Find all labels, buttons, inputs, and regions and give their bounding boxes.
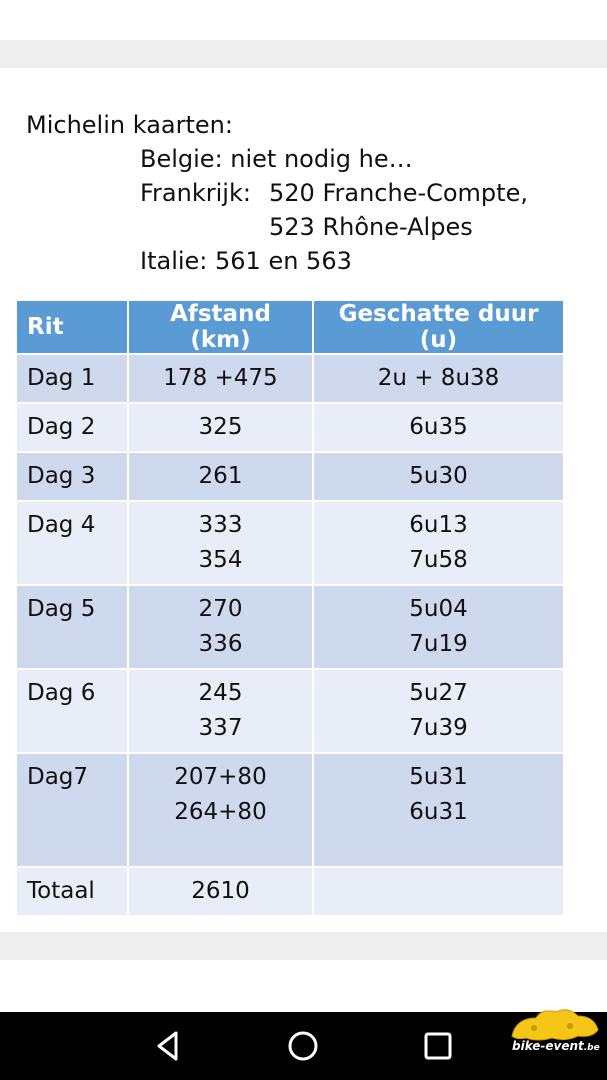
cell-afstand: 207+80 264+80 xyxy=(129,754,314,868)
cell-duur: 5u27 7u39 xyxy=(314,670,563,754)
afstand-line: 270 xyxy=(198,596,243,622)
watermark-suffix: .be xyxy=(583,1043,600,1053)
cell-afstand: 178 +475 xyxy=(129,355,314,404)
table-row: Dag 6 245 337 5u27 7u39 xyxy=(17,670,563,754)
cell-rit: Dag 4 xyxy=(17,502,129,586)
cell-duur: 6u35 xyxy=(314,404,563,453)
cell-rit: Dag7 xyxy=(17,754,129,868)
cell-rit: Dag 5 xyxy=(17,586,129,670)
table-row: Dag 5 270 336 5u04 7u19 xyxy=(17,586,563,670)
bike-event-logo xyxy=(508,1006,603,1056)
cell-afstand: 270 336 xyxy=(129,586,314,670)
duur-line: 7u39 xyxy=(409,715,468,741)
table-row: Dag 1 178 +475 2u + 8u38 xyxy=(17,355,563,404)
afstand-line: 245 xyxy=(198,680,243,706)
duur-line: 5u04 xyxy=(409,596,468,622)
triangle-back-icon[interactable] xyxy=(150,1028,186,1064)
table-row: Dag 4 333 354 6u13 7u58 xyxy=(17,502,563,586)
notes-belgie: Belgie: niet nodig he… xyxy=(140,145,413,173)
table-row: Dag 2 325 6u35 xyxy=(17,404,563,453)
table-row: Dag 3 261 5u30 xyxy=(17,453,563,502)
table-header-row: Rit Afstand (km) Geschatte duur (u) xyxy=(17,301,563,355)
table-row: Dag7 207+80 264+80 5u31 6u31 xyxy=(17,754,563,868)
afstand-line: 354 xyxy=(198,547,243,573)
header-rit: Rit xyxy=(17,301,129,355)
duur-line: 7u19 xyxy=(409,631,468,657)
duur-line: 5u31 xyxy=(409,764,468,790)
header-afstand: Afstand (km) xyxy=(129,301,314,355)
duur-line: 6u13 xyxy=(409,512,468,538)
cell-rit: Dag 3 xyxy=(17,453,129,502)
frankrijk-map-1: 520 Franche-Compte, xyxy=(269,179,528,207)
cell-rit: Dag 6 xyxy=(17,670,129,754)
cell-duur xyxy=(314,868,563,917)
cell-rit: Dag 1 xyxy=(17,355,129,404)
cell-afstand: 325 xyxy=(129,404,314,453)
header-duur: Geschatte duur (u) xyxy=(314,301,563,355)
cell-duur: 5u31 6u31 xyxy=(314,754,563,868)
afstand-line: 333 xyxy=(198,512,243,538)
cell-rit: Dag 2 xyxy=(17,404,129,453)
notes-italie: Italie: 561 en 563 xyxy=(140,247,352,275)
square-recents-icon[interactable] xyxy=(420,1028,456,1064)
top-separator xyxy=(0,40,607,68)
afstand-line: 264+80 xyxy=(174,799,267,825)
frankrijk-label: Frankrijk: xyxy=(140,179,251,207)
afstand-line: 207+80 xyxy=(174,764,267,790)
bottom-separator xyxy=(0,932,607,960)
cell-afstand: 245 337 xyxy=(129,670,314,754)
cell-afstand: 2610 xyxy=(129,868,314,917)
rides-table: Rit Afstand (km) Geschatte duur (u) Dag … xyxy=(17,301,563,917)
cell-rit: Totaal xyxy=(17,868,129,917)
table-row: Totaal 2610 xyxy=(17,868,563,917)
notes-heading: Michelin kaarten: xyxy=(26,111,233,139)
android-navigation-bar xyxy=(0,1012,607,1080)
cell-duur: 2u + 8u38 xyxy=(314,355,563,404)
duur-line: 6u31 xyxy=(409,799,468,825)
duur-line: 7u58 xyxy=(409,547,468,573)
watermark-text: bike-event.be xyxy=(512,1039,600,1053)
slide-content: Michelin kaarten: Belgie: niet nodig he…… xyxy=(0,68,607,932)
afstand-line: 337 xyxy=(198,715,243,741)
duur-line: 5u27 xyxy=(409,680,468,706)
cell-afstand: 333 354 xyxy=(129,502,314,586)
afstand-line: 336 xyxy=(198,631,243,657)
frankrijk-map-2: 523 Rhône-Alpes xyxy=(269,213,473,241)
cell-duur: 5u30 xyxy=(314,453,563,502)
circle-home-icon[interactable] xyxy=(285,1028,321,1064)
cell-duur: 6u13 7u58 xyxy=(314,502,563,586)
watermark-name: bike-event xyxy=(512,1039,584,1053)
notes-frankrijk: Frankrijk: 520 Franche-Compte, xyxy=(26,176,528,210)
map-notes: Michelin kaarten: Belgie: niet nodig he…… xyxy=(26,108,528,278)
cell-duur: 5u04 7u19 xyxy=(314,586,563,670)
cell-afstand: 261 xyxy=(129,453,314,502)
